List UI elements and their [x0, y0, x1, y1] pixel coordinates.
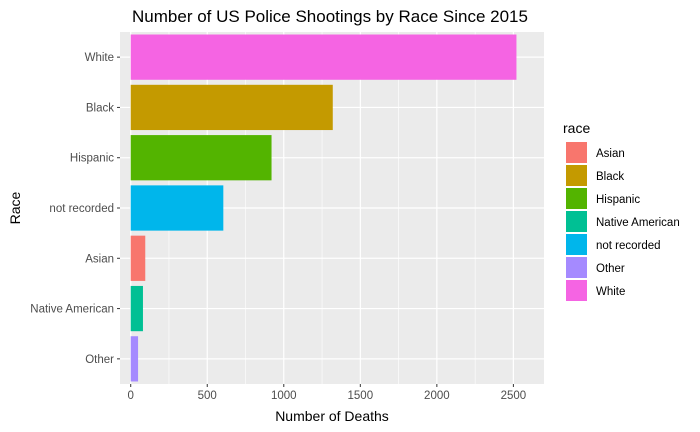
bar-asian	[130, 235, 146, 281]
legend-title: race	[563, 120, 590, 136]
legend-label: Asian	[596, 148, 625, 160]
y-tick-label: Black	[86, 102, 114, 114]
x-tick-label: 2000	[424, 390, 450, 402]
y-tick-label: Hispanic	[70, 153, 114, 165]
legend-label: Native American	[596, 217, 680, 229]
legend-swatch	[566, 211, 587, 232]
legend-swatch	[566, 165, 587, 186]
legend-swatch	[566, 280, 587, 301]
y-tick-label: Other	[85, 354, 114, 366]
legend-swatch	[566, 142, 587, 163]
bar-not-recorded	[130, 185, 224, 231]
legend-items: Asian Black Hispanic Native American not rec…	[566, 142, 680, 301]
bar-native-american	[130, 285, 143, 332]
x-tick-label: 1500	[348, 390, 374, 402]
x-tick-label: 2500	[501, 390, 527, 402]
bars	[130, 34, 517, 382]
legend-swatch	[566, 234, 587, 255]
y-tick-label: Native American	[30, 304, 114, 316]
legend-label: not recorded	[596, 240, 661, 252]
bar-black	[130, 84, 333, 131]
legend-swatch	[566, 257, 587, 278]
y-axis: White Black Hispanic not recorded Asian Nativ…	[30, 52, 120, 366]
y-axis-title: Race	[7, 191, 23, 224]
legend-swatch	[566, 188, 587, 209]
legend-label: Black	[596, 171, 624, 183]
x-axis: 0 500 1000 1500 2000 2500	[128, 384, 527, 402]
y-tick-label: Asian	[85, 253, 114, 265]
chart-title: Number of US Police Shootings by Race Si…	[132, 7, 528, 26]
x-tick-label: 0	[128, 390, 134, 402]
legend-label: White	[596, 286, 625, 298]
x-axis-title: Number of Deaths	[275, 408, 389, 424]
y-tick-label: not recorded	[49, 203, 114, 215]
x-tick-label: 500	[198, 390, 217, 402]
y-tick-label: White	[85, 52, 114, 64]
legend-label: Other	[596, 263, 625, 275]
x-tick-label: 1000	[271, 390, 297, 402]
legend: race Asian Black Hispanic Native American no…	[563, 120, 680, 301]
bar-other	[130, 336, 139, 382]
legend-label: Hispanic	[596, 194, 640, 206]
bar-white	[130, 34, 517, 80]
bar-hispanic	[130, 135, 272, 181]
